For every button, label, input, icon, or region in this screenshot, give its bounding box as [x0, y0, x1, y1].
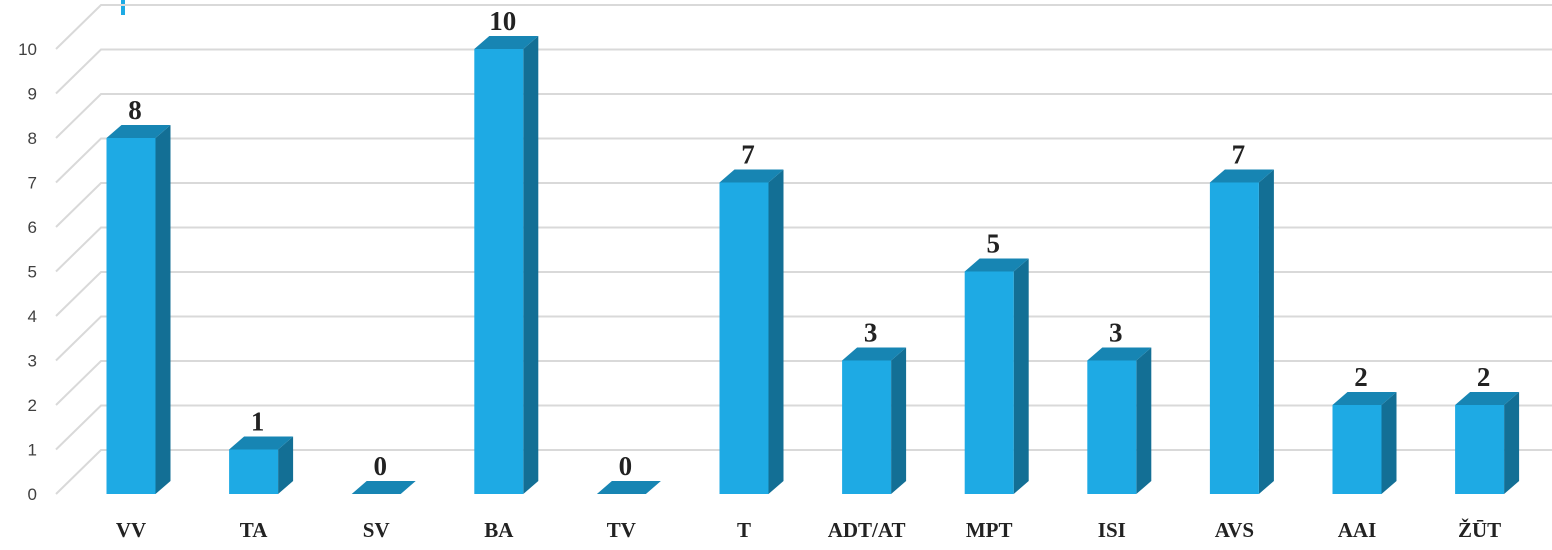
- y-tick-label: 5: [28, 263, 37, 282]
- bar-aai: [1332, 392, 1397, 494]
- gridline: [55, 4, 1552, 50]
- gridline: [55, 449, 1552, 495]
- bar-side: [768, 169, 784, 494]
- y-tick-label: 3: [28, 352, 37, 371]
- category-label: AVS: [1215, 518, 1254, 542]
- data-label: 10: [489, 6, 516, 36]
- bar-front: [106, 138, 156, 494]
- bar-front: [229, 449, 279, 494]
- bar-side: [1013, 258, 1029, 494]
- gridline: [55, 271, 1552, 317]
- bar-side: [891, 347, 907, 494]
- bar-isi: [1087, 347, 1152, 494]
- data-label: 3: [864, 318, 878, 348]
- gridline: [55, 182, 1552, 228]
- bar-side: [1136, 347, 1152, 494]
- data-label: 0: [373, 451, 387, 481]
- gridline: [55, 48, 1552, 95]
- category-label: ISI: [1098, 518, 1126, 542]
- bar-top: [1209, 169, 1274, 183]
- gridline: [55, 226, 1552, 273]
- y-tick-label: 7: [28, 174, 37, 193]
- gridline: [55, 93, 1552, 139]
- data-label: 7: [1232, 140, 1246, 170]
- accent-mark: [121, 0, 125, 15]
- bar-front: [1209, 182, 1259, 494]
- bar-tv: [596, 481, 661, 494]
- bar-front: [964, 271, 1014, 494]
- y-tick-label: 0: [28, 485, 37, 504]
- data-label: 5: [986, 229, 1000, 259]
- bar-front: [1087, 360, 1137, 494]
- bar-top: [1332, 392, 1397, 405]
- gridline: [55, 315, 1552, 362]
- bar-t: [719, 169, 784, 494]
- bar-side: [155, 125, 171, 494]
- data-label: 3: [1109, 318, 1123, 348]
- bar-top: [351, 481, 416, 494]
- y-tick-label: 4: [28, 307, 37, 326]
- bar-avs: [1209, 169, 1274, 494]
- category-label: TA: [240, 518, 268, 542]
- y-tick-label: 1: [28, 441, 37, 460]
- category-label: BA: [484, 518, 514, 542]
- category-label: TV: [607, 518, 636, 542]
- bar-žūt: [1455, 392, 1520, 494]
- bar-top: [1455, 392, 1520, 405]
- bar-top: [106, 125, 171, 138]
- y-tick-label: 10: [18, 40, 37, 59]
- gridlines: [55, 4, 1552, 495]
- y-tick-label: 9: [28, 85, 37, 104]
- category-label: VV: [116, 518, 146, 542]
- gridline: [55, 360, 1552, 406]
- bar-top: [719, 169, 784, 183]
- bar-ta: [229, 436, 294, 494]
- bar-side: [278, 436, 294, 494]
- category-label: ADT/AT: [828, 518, 906, 542]
- y-tick-label: 6: [28, 218, 37, 237]
- bar-adt-at: [842, 347, 907, 494]
- bar-top: [474, 36, 539, 49]
- bar-side: [1504, 392, 1520, 494]
- category-label: AAI: [1338, 518, 1377, 542]
- bar-side: [523, 36, 539, 494]
- bar-front: [474, 49, 524, 494]
- data-label: 1: [251, 407, 265, 437]
- bar-ba: [474, 36, 539, 494]
- data-label: 7: [741, 140, 755, 170]
- bar-side: [1258, 169, 1274, 494]
- bars: [106, 36, 1520, 494]
- y-tick-label: 2: [28, 396, 37, 415]
- gridline: [55, 404, 1552, 451]
- y-tick-label: 8: [28, 129, 37, 148]
- bar-top: [964, 258, 1029, 272]
- bar-sv: [351, 481, 416, 494]
- bar-front: [842, 360, 892, 494]
- category-label: MPT: [966, 518, 1013, 542]
- bar-top: [1087, 347, 1152, 361]
- bar-mpt: [964, 258, 1029, 494]
- gridline: [55, 137, 1552, 184]
- category-label: SV: [363, 518, 390, 542]
- category-label: T: [737, 518, 751, 542]
- bar-top: [842, 347, 907, 361]
- bar-front: [1332, 405, 1382, 494]
- bar-front: [719, 182, 769, 494]
- bar-front: [1455, 405, 1505, 494]
- data-label: 2: [1477, 362, 1491, 392]
- data-label: 2: [1354, 362, 1368, 392]
- category-label: ŽŪT: [1458, 518, 1501, 542]
- bar-top: [596, 481, 661, 494]
- y-axis-ticks: 0 1 2 3 4 5 6 7 8 9 10: [18, 40, 37, 504]
- x-axis-categories: VV TA SV BA TV T ADT/AT MPT ISI AVS AAI ŽŪT: [116, 518, 1501, 542]
- bar-side: [1381, 392, 1397, 494]
- data-label: 0: [619, 451, 633, 481]
- data-label: 8: [128, 95, 142, 125]
- bar-top: [229, 436, 294, 450]
- bar-vv: [106, 125, 171, 494]
